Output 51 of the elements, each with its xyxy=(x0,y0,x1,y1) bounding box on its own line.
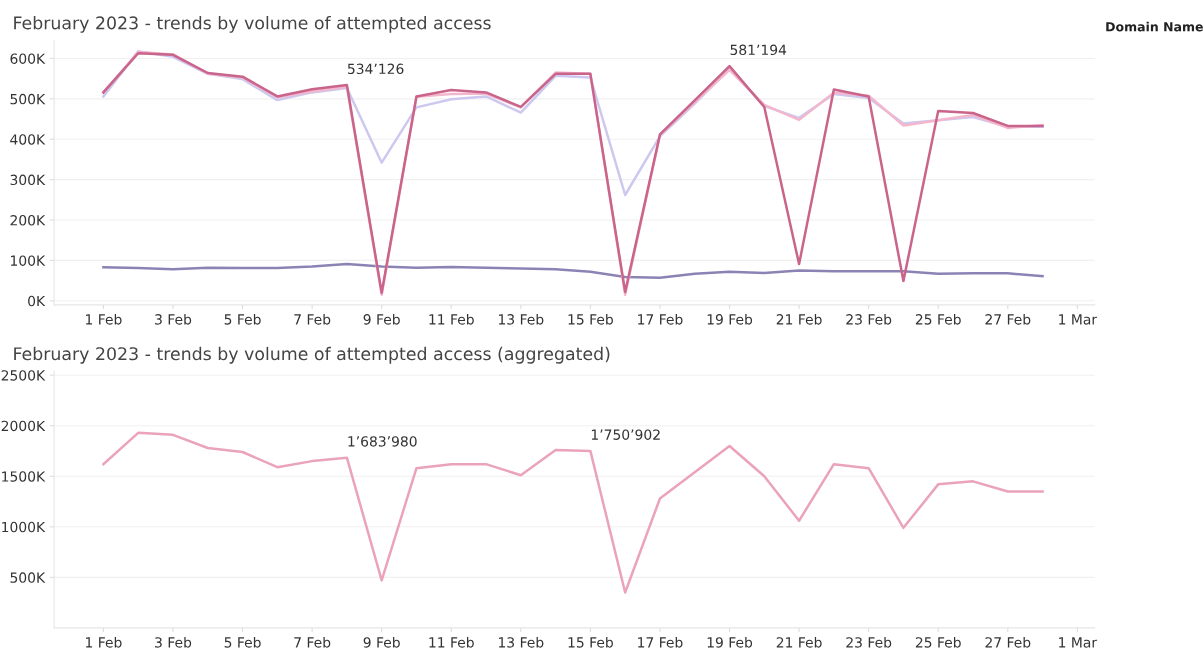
annotation: 1’750’902 xyxy=(591,429,660,440)
x-tick-label: 27 Feb xyxy=(985,313,1031,325)
annotation: 534’126 xyxy=(347,63,404,75)
y-tick-label: 200K xyxy=(10,215,46,226)
x-tick-label: 1 Feb xyxy=(86,313,122,325)
x-tick-label: 11 Feb xyxy=(429,313,474,325)
y-tick-label: 100K xyxy=(11,255,46,266)
chart-title: February 2023 - trends by volume of attempted access xyxy=(14,16,491,33)
text: Domain Name xyxy=(1106,21,1203,32)
x-tick-label: 19 Feb xyxy=(707,313,753,325)
y-tick-label: 500K xyxy=(10,93,46,105)
x-tick-label: 1 Mar xyxy=(1059,314,1098,325)
x-tick-label: 3 Feb xyxy=(155,313,192,325)
y-tick-label: 600K xyxy=(10,53,46,64)
x-tick-label: 21 Feb xyxy=(776,636,822,648)
x-tick-label: 17 Feb xyxy=(638,313,683,325)
x-tick-label: 15 Feb xyxy=(568,636,613,648)
y-tick-label: 400K xyxy=(10,134,46,145)
x-tick-label: 7 Feb xyxy=(294,636,331,648)
line-series xyxy=(102,431,1044,594)
x-tick-label: 13 Feb xyxy=(499,313,544,325)
x-tick-label: 3 Feb xyxy=(155,636,192,648)
y-tick-label: 500K xyxy=(10,572,46,583)
x-tick-label: 19 Feb xyxy=(707,636,753,648)
x-tick-label: 5 Feb xyxy=(224,636,261,648)
x-tick-label: 17 Feb xyxy=(638,636,683,648)
x-tick-label: 15 Feb xyxy=(568,313,613,325)
x-tick-label: 21 Feb xyxy=(776,313,822,325)
x-tick-label: 27 Feb xyxy=(985,636,1031,648)
x-tick-label: 7 Feb xyxy=(294,313,331,325)
y-tick-label: 2500K xyxy=(1,370,46,381)
x-tick-label: 1 Feb xyxy=(86,636,122,648)
x-tick-label: 25 Feb xyxy=(915,313,961,325)
x-tick-label: 23 Feb xyxy=(846,313,892,325)
x-tick-label: 9 Feb xyxy=(363,636,400,648)
x-tick-label: 1 Mar xyxy=(1059,637,1098,648)
y-tick-label: 1500K xyxy=(2,471,46,482)
x-tick-label: 25 Feb xyxy=(915,636,961,648)
x-tick-label: 11 Feb xyxy=(429,636,474,648)
y-tick-label: 1000K xyxy=(2,521,46,533)
y-tick-label: 0K xyxy=(28,295,46,307)
y-tick-label: 300K xyxy=(10,174,46,186)
x-tick-label: 5 Feb xyxy=(224,313,261,325)
line-series xyxy=(102,262,1044,280)
x-tick-label: 9 Feb xyxy=(363,313,400,325)
annotation: 1’683’980 xyxy=(348,436,417,447)
x-tick-label: 13 Feb xyxy=(499,636,544,648)
x-tick-label: 23 Feb xyxy=(846,636,892,648)
annotation: 581’194 xyxy=(730,44,787,56)
chart-title: February 2023 - trends by volume of attempted access (aggregated) xyxy=(14,346,610,364)
y-tick-label: 2000K xyxy=(1,420,46,432)
